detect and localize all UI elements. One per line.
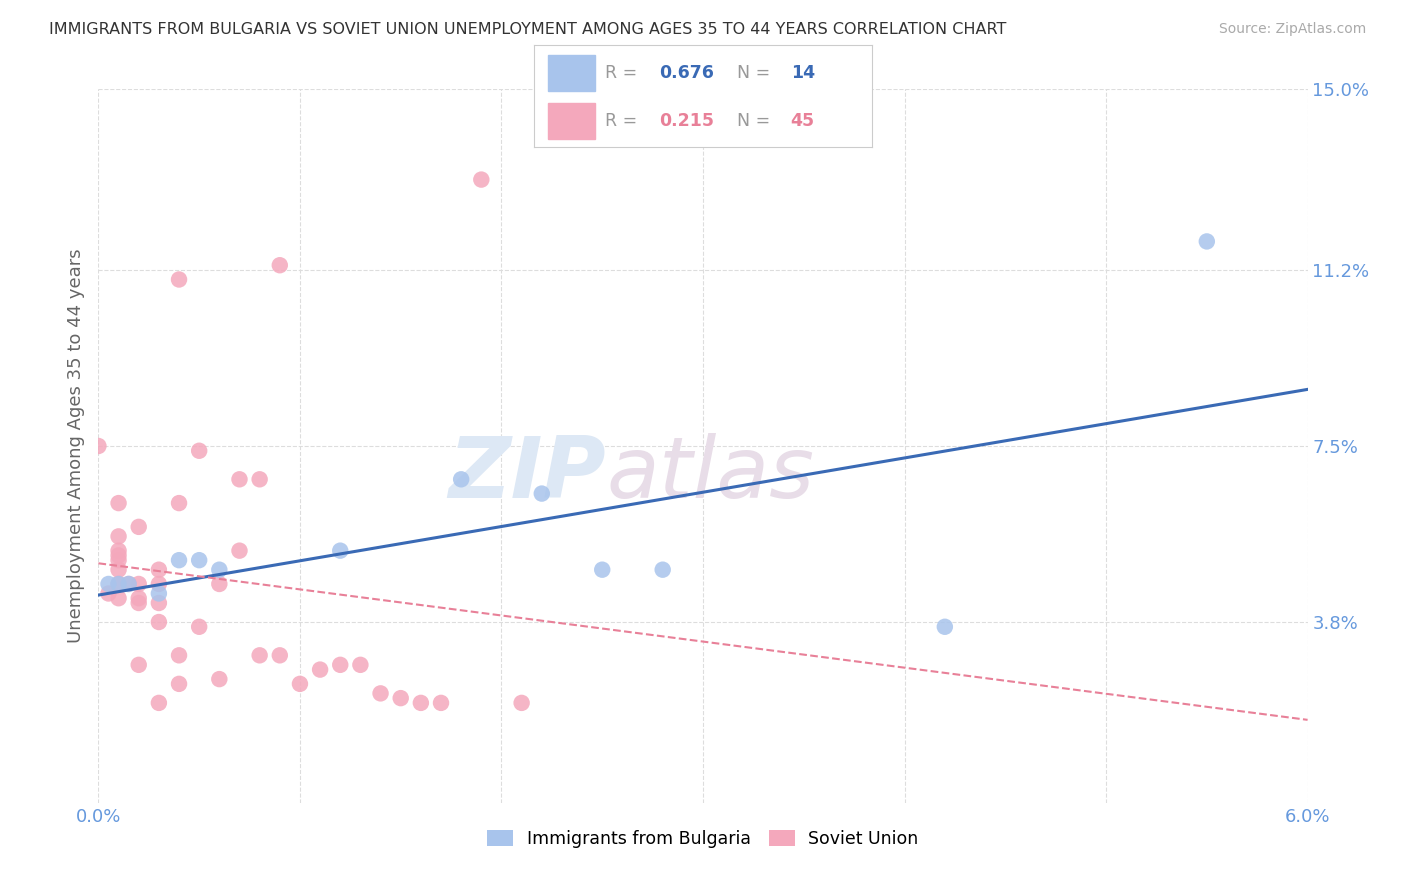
Point <box>128 596 150 610</box>
Point <box>208 563 231 577</box>
Text: N =: N = <box>737 112 776 130</box>
Point <box>228 472 250 486</box>
Point <box>148 563 170 577</box>
Point <box>107 529 129 543</box>
Point <box>188 443 211 458</box>
Point <box>87 439 110 453</box>
Bar <box>548 103 595 139</box>
Point <box>349 657 371 672</box>
Point <box>409 696 432 710</box>
Point <box>309 663 332 677</box>
Point <box>1195 235 1218 249</box>
Point <box>107 549 129 563</box>
Point <box>934 620 956 634</box>
Point <box>148 615 170 629</box>
Point <box>208 577 231 591</box>
Point <box>269 258 291 272</box>
Point <box>128 657 150 672</box>
Point <box>148 586 170 600</box>
Legend: Immigrants from Bulgaria, Soviet Union: Immigrants from Bulgaria, Soviet Union <box>481 822 925 855</box>
Point <box>167 677 190 691</box>
Point <box>128 591 150 606</box>
Text: Source: ZipAtlas.com: Source: ZipAtlas.com <box>1219 22 1367 37</box>
Point <box>329 543 352 558</box>
Text: N =: N = <box>737 64 776 82</box>
Point <box>107 543 129 558</box>
Point <box>188 553 211 567</box>
Point <box>651 563 673 577</box>
Point <box>370 686 392 700</box>
Point <box>148 696 170 710</box>
Point <box>470 172 492 186</box>
Point <box>530 486 553 500</box>
Point <box>107 553 129 567</box>
Point <box>288 677 311 691</box>
Point <box>591 563 613 577</box>
Text: 0.215: 0.215 <box>659 112 714 130</box>
Point <box>269 648 291 663</box>
Point <box>430 696 453 710</box>
Point <box>167 648 190 663</box>
Point <box>118 577 141 591</box>
Point <box>128 577 150 591</box>
Point <box>167 553 190 567</box>
Point <box>208 672 231 686</box>
Text: 45: 45 <box>790 112 815 130</box>
Point <box>97 586 120 600</box>
Text: 0.676: 0.676 <box>659 64 714 82</box>
Text: R =: R = <box>605 64 643 82</box>
Point <box>107 563 129 577</box>
Point <box>167 272 190 286</box>
Point <box>510 696 533 710</box>
Point <box>128 520 150 534</box>
Point <box>329 657 352 672</box>
Point <box>249 648 271 663</box>
Text: R =: R = <box>605 112 643 130</box>
Point <box>188 620 211 634</box>
Point <box>107 496 129 510</box>
Text: atlas: atlas <box>606 433 814 516</box>
Point <box>228 543 250 558</box>
Point <box>107 577 129 591</box>
Point <box>107 577 129 591</box>
Text: ZIP: ZIP <box>449 433 606 516</box>
Text: IMMIGRANTS FROM BULGARIA VS SOVIET UNION UNEMPLOYMENT AMONG AGES 35 TO 44 YEARS : IMMIGRANTS FROM BULGARIA VS SOVIET UNION… <box>49 22 1007 37</box>
Point <box>389 691 412 706</box>
Point <box>118 577 141 591</box>
Point <box>107 591 129 606</box>
Point <box>450 472 472 486</box>
Point <box>97 577 120 591</box>
Point <box>249 472 271 486</box>
Text: 14: 14 <box>790 64 815 82</box>
Point <box>148 596 170 610</box>
Point <box>167 496 190 510</box>
Y-axis label: Unemployment Among Ages 35 to 44 years: Unemployment Among Ages 35 to 44 years <box>66 249 84 643</box>
Bar <box>548 55 595 91</box>
Point <box>148 577 170 591</box>
